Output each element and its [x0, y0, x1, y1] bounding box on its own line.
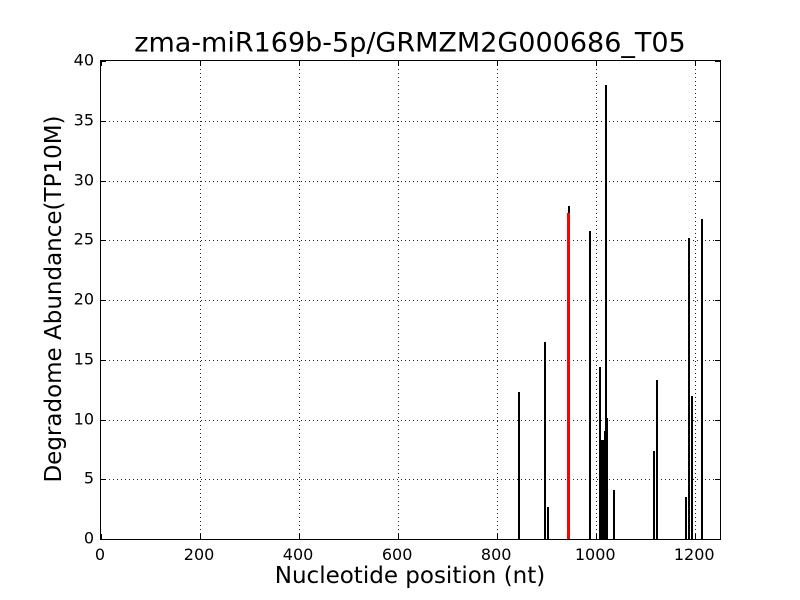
- v-gridline: [497, 61, 499, 539]
- x-tick-mark: [497, 61, 499, 66]
- y-tick-mark: [101, 300, 106, 301]
- y-tick-label: 20: [73, 289, 94, 309]
- y-tick-label: 5: [83, 468, 94, 488]
- x-tick-mark: [695, 61, 697, 66]
- degradome-peak-bar: [690, 395, 693, 539]
- x-tick-label: 600: [381, 545, 413, 564]
- y-tick-mark: [101, 539, 106, 540]
- y-tick-mark: [101, 240, 106, 242]
- degradome-peak-bar: [688, 237, 691, 539]
- x-tick-label: 800: [480, 545, 512, 564]
- degradome-peak-bar: [518, 392, 521, 539]
- degradome-peak-bar: [613, 490, 616, 539]
- y-tick-mark: [715, 359, 720, 361]
- h-gridline: [101, 240, 720, 242]
- y-tick-mark: [101, 419, 106, 421]
- y-tick-label: 10: [73, 409, 94, 428]
- y-tick-mark: [101, 61, 106, 62]
- x-tick-mark: [200, 61, 202, 66]
- h-gridline: [101, 300, 720, 301]
- y-tick-mark: [715, 61, 720, 62]
- y-axis-label: Degradome Abundance(TP10M): [41, 115, 67, 483]
- y-tick-label: 15: [73, 349, 94, 369]
- y-tick-mark: [715, 180, 720, 182]
- h-gridline: [101, 479, 720, 481]
- x-tick-label: 400: [282, 545, 314, 564]
- v-gridline: [200, 61, 202, 539]
- y-tick-mark: [101, 479, 106, 481]
- x-tick-mark: [299, 61, 301, 66]
- degradome-peak-bar: [700, 218, 703, 539]
- x-tick-mark: [497, 534, 499, 539]
- x-tick-label: 1000: [574, 545, 616, 564]
- y-tick-mark: [715, 419, 720, 421]
- h-gridline: [101, 180, 720, 182]
- y-tick-mark: [101, 120, 106, 122]
- degradome-peak-bar: [605, 84, 608, 539]
- degradome-peak-bar: [656, 380, 659, 539]
- degradome-peak-bar: [547, 506, 550, 539]
- x-tick-mark: [398, 534, 400, 539]
- y-tick-mark: [715, 240, 720, 242]
- chart-title: zma-miR169b-5p/GRMZM2G000686_T05: [134, 27, 686, 59]
- y-tick-label: 0: [83, 528, 94, 548]
- x-axis-label: Nucleotide position (nt): [274, 563, 546, 589]
- cleavage-site-bar: [567, 212, 571, 539]
- degradome-peak-bar: [589, 230, 592, 539]
- plot-area: [100, 60, 721, 540]
- y-tick-label: 35: [73, 110, 94, 130]
- y-tick-mark: [715, 479, 720, 481]
- y-tick-label: 25: [73, 229, 94, 249]
- degradome-peak-bar: [544, 341, 547, 539]
- y-tick-mark: [101, 359, 106, 361]
- degradome-peak-bar: [684, 497, 687, 539]
- v-gridline: [695, 61, 697, 539]
- x-tick-mark: [596, 61, 598, 66]
- x-tick-mark: [200, 534, 202, 539]
- x-tick-mark: [596, 534, 598, 539]
- y-tick-mark: [715, 120, 720, 122]
- h-gridline: [101, 120, 720, 122]
- x-tick-mark: [101, 61, 102, 66]
- y-tick-mark: [715, 300, 720, 301]
- x-tick-mark: [695, 534, 697, 539]
- v-gridline: [596, 61, 598, 539]
- y-tick-mark: [715, 539, 720, 540]
- h-gridline: [101, 419, 720, 421]
- h-gridline: [101, 359, 720, 361]
- y-tick-label: 30: [73, 170, 94, 189]
- v-gridline: [299, 61, 301, 539]
- x-tick-mark: [398, 61, 400, 66]
- v-gridline: [398, 61, 400, 539]
- x-tick-mark: [299, 534, 301, 539]
- y-tick-label: 40: [73, 50, 94, 70]
- degradome-peak-bar: [652, 450, 655, 539]
- x-tick-label: 0: [94, 545, 106, 564]
- x-tick-mark: [101, 534, 102, 539]
- x-tick-label: 1200: [673, 545, 715, 564]
- degradome-peak-bar: [606, 418, 609, 539]
- x-tick-label: 200: [183, 545, 215, 564]
- y-tick-mark: [101, 180, 106, 182]
